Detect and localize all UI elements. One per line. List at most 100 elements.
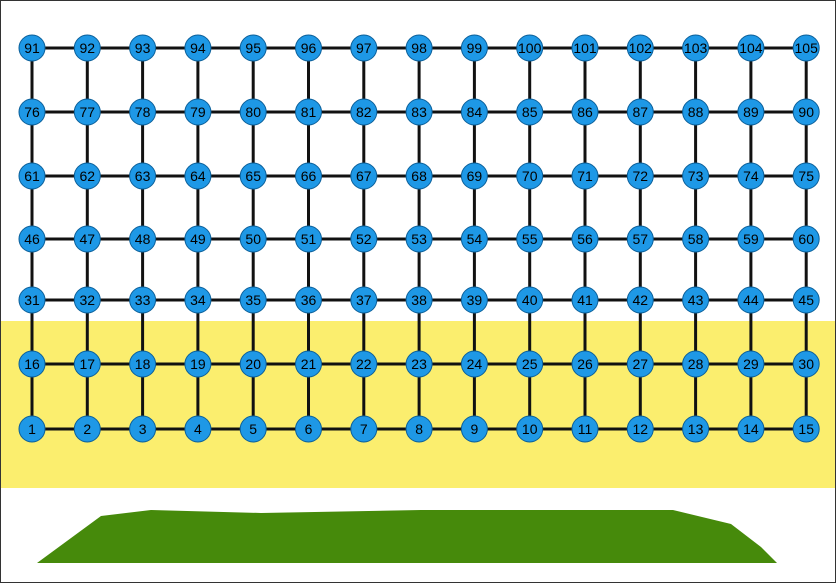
- grid-node: 2: [73, 415, 101, 443]
- grid-node: 97: [350, 34, 378, 62]
- node-circle: [792, 225, 820, 253]
- node-circle: [18, 98, 46, 126]
- node-circle: [18, 286, 46, 314]
- node-circle: [571, 98, 599, 126]
- node-label: 67: [356, 168, 372, 184]
- node-label: 40: [522, 292, 538, 308]
- node-label: 103: [684, 40, 708, 56]
- grid-node: 93: [129, 34, 157, 62]
- node-label: 98: [411, 40, 427, 56]
- node-label: 29: [743, 356, 759, 372]
- grid-node: 39: [460, 286, 488, 314]
- node-circle: [626, 162, 654, 190]
- grid-node: 1: [18, 415, 46, 443]
- grid-node: 96: [295, 34, 322, 62]
- node-circle: [184, 415, 212, 443]
- grid-node: 32: [73, 286, 101, 314]
- node-label: 22: [356, 356, 372, 372]
- grid-node: 56: [571, 225, 599, 253]
- node-label: 19: [190, 356, 206, 372]
- grid-node: 10: [516, 415, 544, 443]
- grid-node: 71: [571, 162, 599, 190]
- node-circle: [626, 34, 654, 62]
- node-circle: [626, 415, 654, 443]
- node-circle: [626, 225, 654, 253]
- node-label: 94: [190, 40, 206, 56]
- grid-node: 35: [239, 286, 267, 314]
- node-circle: [184, 286, 212, 314]
- node-label: 78: [135, 104, 151, 120]
- node-label: 55: [522, 231, 538, 247]
- grid-node: 47: [73, 225, 101, 253]
- node-label: 43: [688, 292, 704, 308]
- node-label: 7: [360, 421, 368, 437]
- node-circle: [792, 98, 820, 126]
- node-circle: [792, 350, 820, 378]
- node-circle: [295, 162, 322, 190]
- node-circle: [184, 162, 212, 190]
- grid-node: 28: [682, 350, 710, 378]
- grid-node: 104: [737, 34, 765, 62]
- grid-node: 86: [571, 98, 599, 126]
- node-label: 25: [522, 356, 538, 372]
- node-label: 9: [471, 421, 479, 437]
- node-circle: [792, 162, 820, 190]
- node-label: 49: [190, 231, 206, 247]
- grid-node: 11: [571, 415, 599, 443]
- node-circle: [792, 415, 820, 443]
- node-circle: [571, 225, 599, 253]
- grid-node: 18: [129, 350, 157, 378]
- node-label: 4: [194, 421, 202, 437]
- node-label: 54: [467, 231, 483, 247]
- node-label: 80: [245, 104, 261, 120]
- grid-node: 29: [737, 350, 765, 378]
- node-label: 86: [577, 104, 593, 120]
- node-label: 3: [139, 421, 147, 437]
- node-circle: [129, 225, 157, 253]
- node-label: 33: [135, 292, 151, 308]
- node-circle: [405, 350, 433, 378]
- grid-node: 52: [350, 225, 378, 253]
- grid-node: 30: [792, 350, 820, 378]
- grid-node: 76: [18, 98, 46, 126]
- node-label: 99: [467, 40, 483, 56]
- node-circle: [129, 350, 157, 378]
- node-circle: [626, 350, 654, 378]
- grid-node: 103: [682, 34, 710, 62]
- node-circle: [350, 350, 378, 378]
- node-circle: [295, 98, 322, 126]
- node-circle: [516, 286, 544, 314]
- grid-node: 61: [18, 162, 46, 190]
- grid-node: 44: [737, 286, 765, 314]
- node-label: 46: [24, 231, 40, 247]
- grid-node: 70: [516, 162, 544, 190]
- grid-node: 45: [792, 286, 820, 314]
- grid-node: 24: [460, 350, 488, 378]
- grid-node: 87: [626, 98, 654, 126]
- grid-node: 36: [295, 286, 322, 314]
- grid-node: 83: [405, 98, 433, 126]
- grid-node: 17: [73, 350, 101, 378]
- node-label: 23: [411, 356, 427, 372]
- node-circle: [73, 98, 101, 126]
- grid-node: 58: [682, 225, 710, 253]
- node-label: 36: [301, 292, 317, 308]
- node-circle: [295, 34, 322, 62]
- node-circle: [239, 286, 267, 314]
- grid-node: 3: [129, 415, 157, 443]
- node-label: 52: [356, 231, 372, 247]
- node-label: 100: [518, 40, 542, 56]
- node-label: 6: [305, 421, 313, 437]
- node-label: 101: [573, 40, 597, 56]
- node-label: 26: [577, 356, 593, 372]
- grid-node: 5: [239, 415, 267, 443]
- node-circle: [737, 350, 765, 378]
- node-label: 96: [301, 40, 317, 56]
- node-circle: [682, 350, 710, 378]
- node-circle: [295, 286, 322, 314]
- node-label: 38: [411, 292, 427, 308]
- node-circle: [129, 415, 157, 443]
- node-circle: [737, 415, 765, 443]
- grid-node: 41: [571, 286, 599, 314]
- node-circle: [184, 350, 212, 378]
